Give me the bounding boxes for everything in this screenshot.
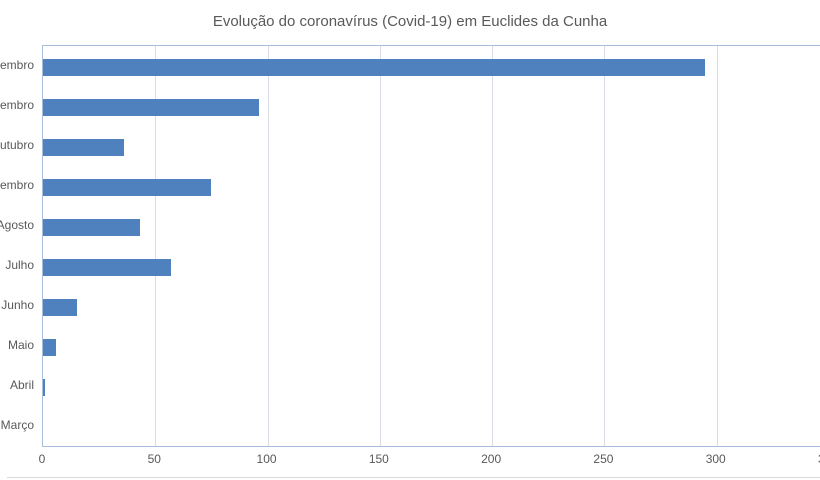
y-axis-label-setembro: Setembro (0, 178, 34, 192)
gridline-150 (379, 46, 381, 446)
gridline-50 (155, 46, 157, 446)
plot-area (42, 45, 820, 447)
x-axis-label-50: 50 (147, 452, 161, 466)
y-axis-label-novembro: Novembro (0, 98, 34, 112)
y-axis-label-outubro: Outubro (0, 138, 34, 152)
y-axis-label-abril: Abril (9, 378, 34, 392)
bar-dezembro (43, 59, 706, 76)
bar-novembro (43, 99, 259, 116)
y-axis-label-março: Março (0, 418, 34, 432)
y-axis-label-agosto: Agosto (0, 218, 34, 232)
gridline-300 (716, 46, 718, 446)
gridline-250 (604, 46, 606, 446)
y-axis-label-julho: Julho (5, 258, 34, 272)
bar-abril (43, 379, 46, 396)
x-axis-label-200: 200 (481, 452, 502, 466)
x-axis-label-0: 0 (38, 452, 46, 466)
x-axis-label-300: 300 (705, 452, 726, 466)
bar-agosto (43, 219, 140, 236)
bar-junho (43, 299, 77, 316)
gridline-200 (492, 46, 494, 446)
x-axis-label-150: 150 (368, 452, 389, 466)
gridline-100 (267, 46, 269, 446)
y-axis-label-junho: Junho (1, 298, 34, 312)
chart-title: Evolução do coronavírus (Covid-19) em Eu… (212, 13, 608, 30)
bar-setembro (43, 179, 212, 196)
bar-maio (43, 339, 57, 356)
x-axis-label-350: 350 (798, 452, 820, 466)
bar-outubro (43, 139, 124, 156)
chart-bottom-border (7, 477, 820, 478)
bar-julho (43, 259, 171, 276)
x-axis-label-100: 100 (256, 452, 277, 466)
y-axis-label-maio: Maio (7, 338, 34, 352)
x-axis-label-250: 250 (593, 452, 614, 466)
y-axis-label-dezembro: Dezembro (0, 58, 34, 72)
